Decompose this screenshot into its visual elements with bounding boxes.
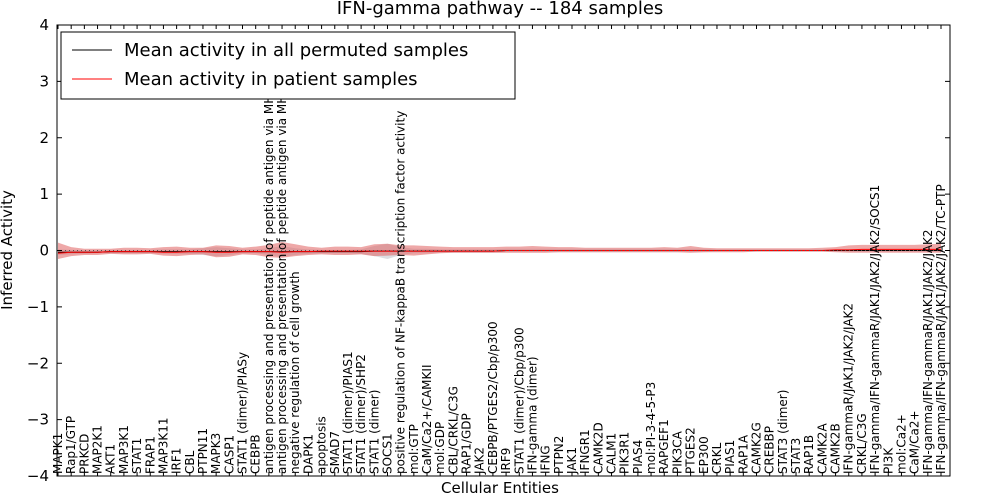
x-tick-label: mol:GDP bbox=[433, 422, 447, 474]
x-tick-label: EP300 bbox=[697, 436, 711, 474]
x-tick-label: CREBBP bbox=[763, 426, 777, 474]
x-tick-label: PTPN11 bbox=[196, 428, 210, 474]
y-tick-label: 0 bbox=[39, 242, 49, 260]
x-tick-label: MAPK3 bbox=[209, 433, 223, 474]
x-tick-label: MAP3K1 bbox=[117, 425, 131, 474]
y-tick-label: 2 bbox=[39, 129, 49, 147]
x-tick-label: SMAD7 bbox=[328, 431, 342, 474]
y-tick-label: −1 bbox=[27, 298, 49, 316]
x-tick-label: IFNGR1 bbox=[578, 429, 592, 474]
x-tick-label: MAPK1 bbox=[51, 433, 65, 474]
x-tick-label: mol:Ca2+ bbox=[895, 414, 909, 474]
x-tick-label: IRF9 bbox=[499, 448, 513, 474]
x-tick-label: CEBPB/PTGES2/Cbp/p300 bbox=[486, 321, 500, 474]
y-tick-label: 1 bbox=[39, 185, 49, 203]
legend-box bbox=[60, 31, 516, 100]
x-tick-label: CBL bbox=[183, 450, 197, 474]
legend: Mean activity in all permuted samples Me… bbox=[60, 31, 516, 100]
x-tick-label: RAP1B bbox=[802, 435, 816, 474]
y-axis-label: Inferred Activity bbox=[0, 190, 16, 310]
x-tick-label: IFN-gamma/IFN-gammaR/JAK1/JAK2/JAK2 bbox=[921, 229, 935, 474]
x-tick-label: RAP1A bbox=[736, 434, 750, 474]
chart-title: IFN-gamma pathway -- 184 samples bbox=[337, 0, 664, 19]
x-tick-label: PIK3R1 bbox=[618, 432, 632, 474]
y-axis: −4 −3 −2 −1 0 1 2 3 4 bbox=[27, 16, 950, 485]
x-tick-label: CaM/Ca2+/CAMKII bbox=[420, 365, 434, 474]
x-tick-label: mol:GTP bbox=[407, 424, 421, 474]
x-tick-label: PIK3CA bbox=[670, 430, 684, 474]
x-tick-label: IRF1 bbox=[170, 448, 184, 474]
x-tick-label: CAMK2A bbox=[815, 423, 829, 474]
legend-entry-patient: Mean activity in patient samples bbox=[124, 69, 418, 90]
x-tick-label: STAT1 (dimer)/PIAS1 bbox=[341, 351, 355, 474]
y-tick-label: 3 bbox=[39, 72, 49, 90]
x-tick-label: CRKL bbox=[710, 442, 724, 474]
x-tick-label: AKT1 bbox=[104, 444, 118, 474]
x-tick-label: STAT1 bbox=[130, 438, 144, 474]
x-tick-label: CAMK2B bbox=[829, 423, 843, 474]
x-tick-label: CASP1 bbox=[222, 435, 236, 474]
x-tick-label: STAT1 (dimer)/SHP2 bbox=[354, 354, 368, 474]
x-tick-label: antigen processing and presentation of p… bbox=[275, 42, 289, 474]
x-tick-label: MAP2K1 bbox=[91, 425, 105, 474]
x-tick-label: IFN-gamma/IFN-gammaR/JAK1/JAK2/JAK2/SOCS… bbox=[868, 185, 882, 474]
x-tick-label: apoptosis bbox=[315, 416, 329, 474]
x-tick-label: antigen processing and presentation of p… bbox=[262, 45, 276, 474]
x-tick-label: CAMK2G bbox=[750, 422, 764, 474]
y-tick-label: −4 bbox=[27, 467, 49, 485]
x-tick-label: STAT1 (dimer) bbox=[367, 390, 381, 474]
x-tick-label: JAK1 bbox=[565, 447, 579, 475]
x-tick-label: CRKL/C3G bbox=[855, 413, 869, 474]
x-tick-label: IFN-gammaR/JAK1/JAK2/JAK2 bbox=[842, 303, 856, 474]
x-tick-label: FRAP1 bbox=[143, 436, 157, 474]
x-axis-label: Cellular Entities bbox=[441, 479, 559, 497]
x-tick-label: CEBPB bbox=[249, 434, 263, 474]
x-tick-label: STAT3 (dimer) bbox=[776, 390, 790, 474]
x-tick-label: SOCS1 bbox=[381, 433, 395, 474]
x-tick-label: PRKCD bbox=[77, 434, 91, 474]
x-tick-label: positive regulation of NF-kappaB transcr… bbox=[394, 111, 408, 474]
x-tick-label: CBL/CRKL/C3G bbox=[446, 386, 460, 474]
x-tick-label: CALM1 bbox=[605, 433, 619, 474]
x-tick-label: Rap1/GTP bbox=[64, 416, 78, 474]
x-tick-label: RAP1/GDP bbox=[460, 413, 474, 474]
x-tick-label: PIAS4 bbox=[631, 440, 645, 474]
x-axis: MAPK1 Rap1/GTP PRKCD MAP2K1 AKT1 MAP3K1 STAT1 F… bbox=[51, 25, 948, 476]
legend-entry-permuted: Mean activity in all permuted samples bbox=[124, 40, 468, 61]
x-tick-label: STAT1 (dimer)/Cbp/p300 bbox=[512, 327, 526, 474]
x-tick-label: STAT3 bbox=[789, 438, 803, 474]
x-tick-label: CaM/Ca2+ bbox=[908, 410, 922, 474]
x-tick-label: STAT1 (dimer)/PIASy bbox=[236, 352, 250, 474]
x-tick-label: PTPN2 bbox=[552, 436, 566, 474]
x-tick-label: IFNG bbox=[539, 445, 553, 474]
x-tick-label: IFN-gamma/IFN-gammaR/JAK1/JAK2/JAK2/TC-P… bbox=[934, 184, 948, 474]
x-tick-label: MAP3K11 bbox=[156, 417, 170, 474]
y-tick-label: −3 bbox=[27, 411, 49, 429]
x-tick-label: IFN-gamma (dimer) bbox=[525, 356, 539, 474]
x-tick-label: JAK2 bbox=[473, 447, 487, 475]
y-tick-label: −2 bbox=[27, 354, 49, 372]
x-tick-label: negative regulation of cell growth bbox=[288, 271, 302, 474]
x-tick-label: mol:PI-3-4-5-P3 bbox=[644, 382, 658, 474]
x-tick-label: RAPGEF1 bbox=[657, 419, 671, 474]
x-tick-label: PIAS1 bbox=[723, 440, 737, 474]
y-tick-label: 4 bbox=[39, 16, 49, 34]
x-tick-label: PI3K bbox=[881, 447, 895, 474]
x-tick-label: PTGES2 bbox=[684, 427, 698, 474]
x-tick-label: DAPK1 bbox=[301, 434, 315, 474]
x-tick-label: CAMK2D bbox=[591, 422, 605, 474]
